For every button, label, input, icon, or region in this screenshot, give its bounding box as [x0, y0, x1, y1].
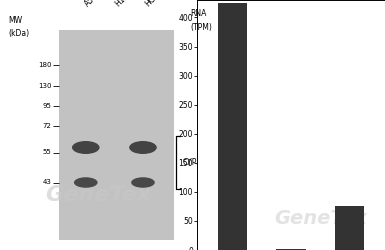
Text: 95: 95 — [42, 103, 51, 109]
Text: A549: A549 — [83, 0, 103, 9]
Text: 55: 55 — [42, 150, 51, 156]
Text: CYP24A1: CYP24A1 — [182, 158, 216, 167]
Text: 72: 72 — [42, 123, 51, 129]
Ellipse shape — [72, 141, 100, 154]
Text: HCT116: HCT116 — [143, 0, 171, 9]
Text: 180: 180 — [38, 62, 51, 68]
Text: H1299: H1299 — [114, 0, 137, 9]
Ellipse shape — [131, 177, 155, 188]
Text: 130: 130 — [38, 83, 51, 89]
Text: (kDa): (kDa) — [8, 29, 29, 38]
Bar — [59, 30, 174, 240]
Text: GeneTex: GeneTex — [274, 208, 367, 228]
Bar — [218, 3, 247, 250]
Text: GeneTex: GeneTex — [45, 185, 152, 205]
Text: 43: 43 — [42, 180, 51, 186]
Text: MW: MW — [8, 16, 22, 25]
Bar — [276, 249, 306, 250]
Ellipse shape — [129, 141, 157, 154]
Text: (TPM): (TPM) — [190, 23, 212, 32]
Text: RNA: RNA — [190, 9, 206, 18]
Bar — [335, 206, 365, 250]
Ellipse shape — [74, 177, 98, 188]
